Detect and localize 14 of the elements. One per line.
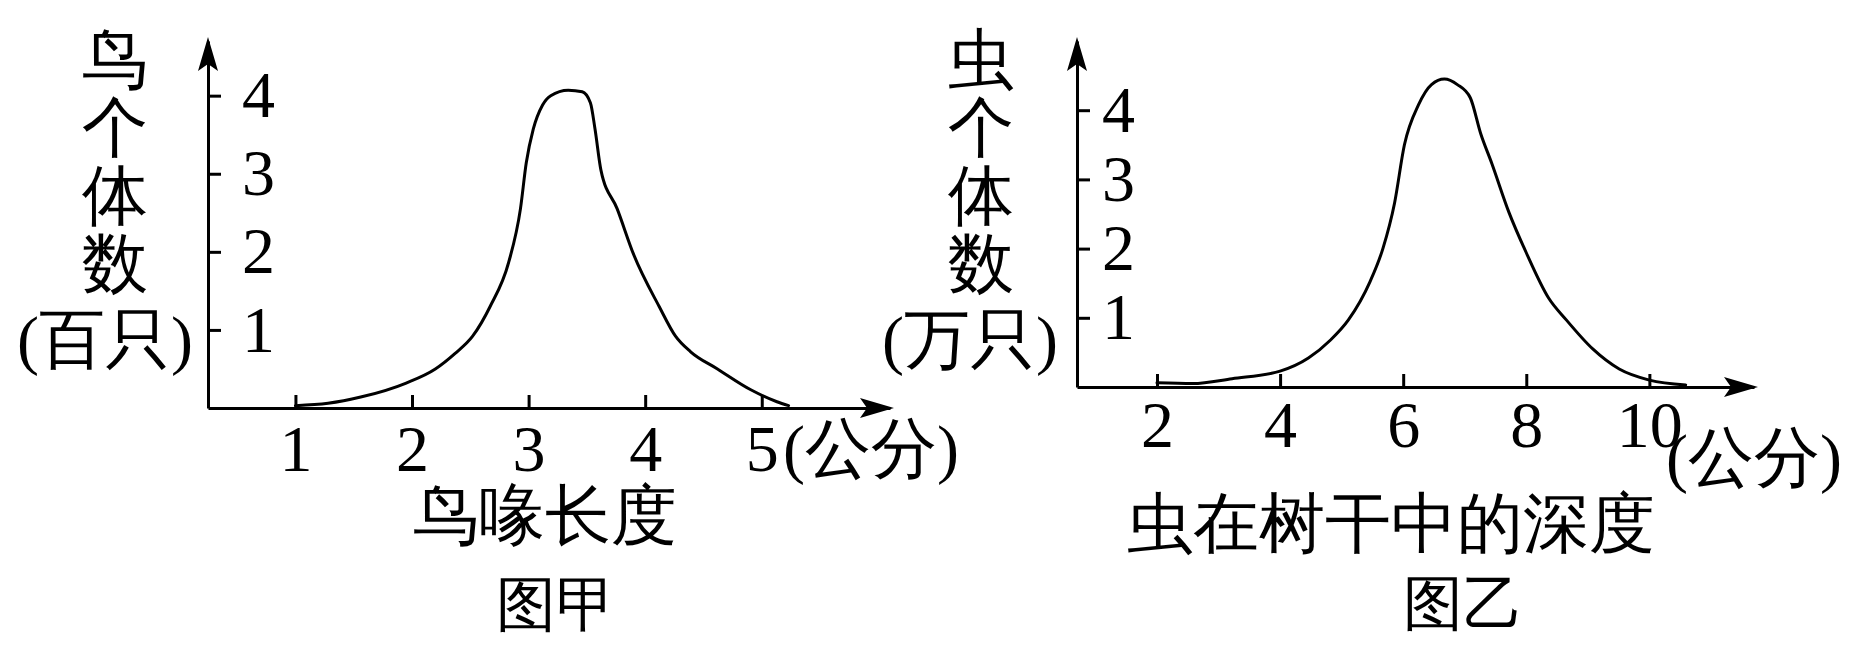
- x-tick-label: 4: [1264, 387, 1298, 461]
- x-axis-title: 虫在树干中的深度: [1127, 487, 1655, 560]
- x-tick-label: 6: [1387, 387, 1421, 461]
- y-axis-title: 鸟个体数(百只): [17, 23, 193, 377]
- y-axis-title: 虫个体数(万只): [882, 23, 1058, 377]
- y-tick-label: 2: [242, 214, 275, 288]
- y-tick-label: 4: [242, 58, 275, 132]
- y-tick-label: 3: [242, 136, 275, 210]
- x-tick-label: 5: [745, 411, 779, 485]
- text: (公分): [783, 412, 959, 486]
- text: 图乙: [1403, 571, 1523, 637]
- x-tick-label: 8: [1510, 387, 1544, 461]
- y-tick-label: 1: [242, 292, 275, 366]
- text: 图甲: [496, 572, 616, 638]
